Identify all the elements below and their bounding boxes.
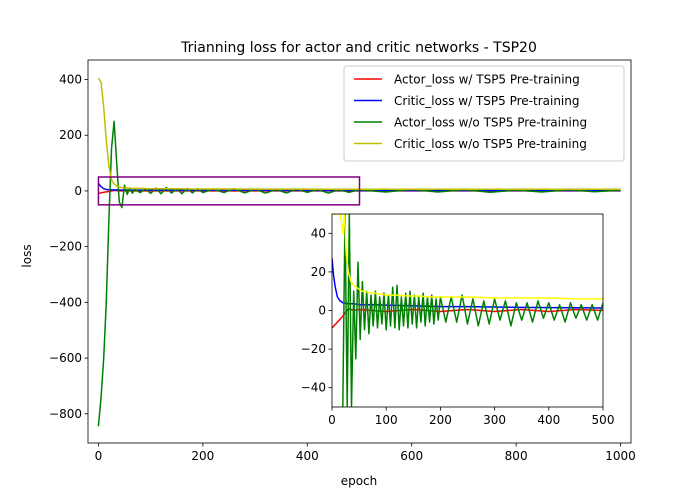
legend-label-1: Actor_loss w/ TSP5 Pre-training [394,73,580,87]
main-y-tick-label: −400 [49,295,82,309]
inset-x-tick-label: 400 [537,413,560,427]
zoom-highlight-box [97,176,361,206]
main-series-group [97,77,621,427]
legend-box [343,65,625,162]
main-x-tick-label: 600 [400,449,423,463]
inset-y-tick-label: 40 [311,226,326,240]
legend-label-4: Critic_loss w/o TSP5 Pre-training [394,137,587,151]
main-x-tick-label: 800 [505,449,528,463]
main-x-tick-label: 400 [296,449,319,463]
main-y-tick-label: 400 [59,72,82,86]
main-axes-frame [87,59,632,444]
main-y-tick-label: −200 [49,240,82,254]
inset-x-tick-label: 0 [328,413,336,427]
legend-label-3: Actor_loss w/o TSP5 Pre-training [394,116,587,130]
main-x-tick-label: 1000 [605,449,636,463]
inset-x-tick-label: 100 [375,413,398,427]
chart-title: Trianning loss for actor and critic netw… [180,40,537,56]
inset-plot: 0 100 200 300 400 500 −40 −20 0 20 40 [301,213,615,427]
legend: Actor_loss w/ TSP5 Pre-training Critic_lo… [343,65,625,162]
inset-x-tick-label: 500 [592,413,615,427]
inset-y-tick-label: −20 [301,342,326,356]
main-x-tick-label: 200 [191,449,214,463]
main-series-line-4 [97,77,621,190]
inset-series-line-3 [342,214,603,407]
y-axis-label: loss [20,244,34,267]
main-x-tick-label: 0 [95,449,103,463]
inset-y-tick-label: −40 [301,381,326,395]
main-y-tick-label: 0 [74,184,82,198]
inset-x-tick-label: 300 [483,413,506,427]
inset-y-tick-label: 20 [311,265,326,279]
x-axis-label: epoch [341,474,378,488]
inset-series-line-2 [332,258,603,309]
inset-series-line-4 [332,214,603,300]
main-y-tick-label: −600 [49,351,82,365]
inset-y-tick-label: 0 [318,304,326,318]
main-series-line-2 [97,182,621,192]
main-y-tick-label: 200 [59,128,82,142]
main-y-tick-label: −800 [49,407,82,421]
legend-label-2: Critic_loss w/ TSP5 Pre-training [394,94,579,108]
inset-x-tick-label: 200 [429,413,452,427]
inset-series-group [332,214,603,407]
